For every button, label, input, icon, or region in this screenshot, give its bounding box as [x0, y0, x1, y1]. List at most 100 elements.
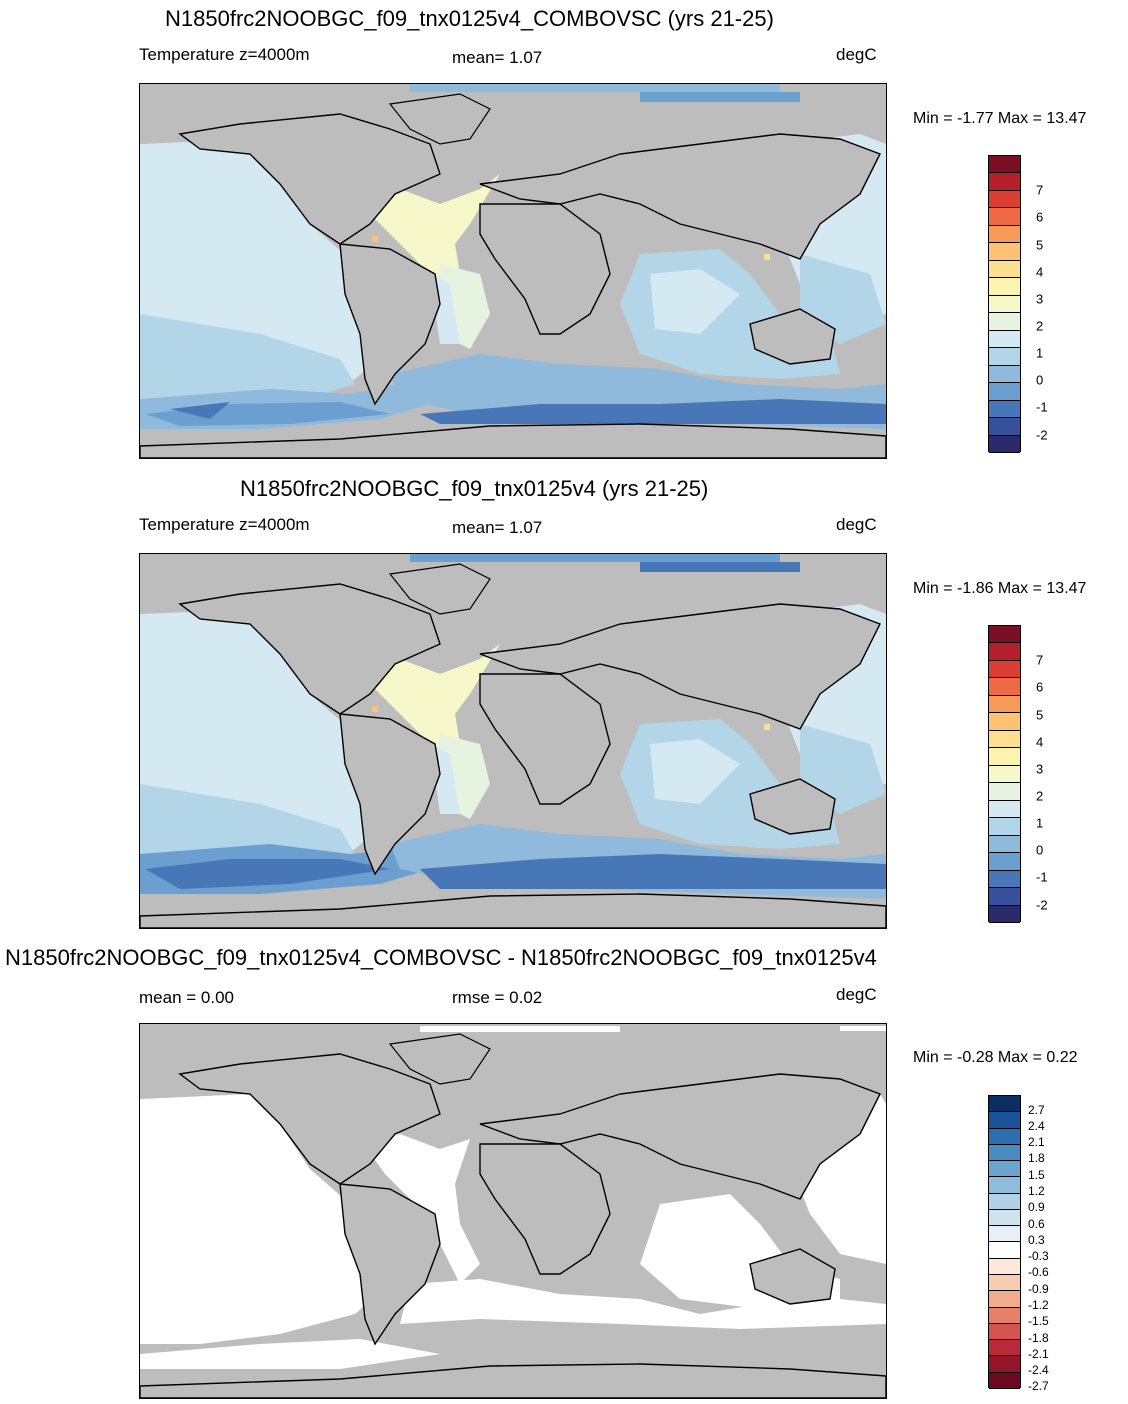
colorbar-tick-label: 2: [1036, 788, 1044, 804]
colorbar-tick-label: -1.8: [1028, 1330, 1049, 1345]
colorbar-tick-label: -0.6: [1028, 1265, 1049, 1280]
colorbar-tick-label: 1.8: [1028, 1151, 1045, 1166]
colorbar-tick-label: 2: [1036, 318, 1044, 334]
colorbar-swatch: [989, 713, 1020, 731]
colorbar-swatch: [989, 818, 1020, 836]
colorbar-swatch: [989, 418, 1020, 436]
colorbar-swatch: [989, 905, 1020, 923]
units-label: degC: [836, 515, 877, 534]
colorbar-tick-label: 4: [1036, 264, 1044, 280]
colorbar-tick-label: 1.5: [1028, 1167, 1045, 1182]
colorbar-swatch: [989, 643, 1020, 661]
colorbar-tick-label: 0.3: [1028, 1232, 1045, 1247]
colorbar-swatch: [989, 156, 1020, 174]
colorbar-swatch: [989, 278, 1020, 296]
colorbar-swatch: [989, 365, 1020, 384]
colorbar-tick-label: 7: [1036, 182, 1044, 198]
colorbar-tick-label: -1: [1036, 399, 1048, 415]
variable-label: Temperature z=4000m: [139, 515, 310, 534]
colorbar-swatch: [989, 1112, 1020, 1129]
colorbar-swatch: [989, 1177, 1020, 1194]
colorbar-swatch: [989, 888, 1020, 906]
colorbar-tick-label: 5: [1036, 707, 1044, 723]
world-map: [140, 1024, 886, 1398]
variable-label: Temperature z=4000m: [139, 45, 310, 64]
colorbar-swatch: [989, 313, 1020, 331]
panel-title: N1850frc2NOOBGC_f09_tnx0125v4_COMBOVSC (…: [165, 6, 774, 31]
colorbar-tick-label: 4: [1036, 734, 1044, 750]
colorbar-swatch: [989, 1161, 1020, 1178]
map-plot: [139, 83, 887, 459]
colorbar-tick-label: -2: [1036, 897, 1048, 913]
colorbar-tick-label: -0.9: [1028, 1281, 1049, 1296]
colorbar-swatch: [989, 400, 1020, 419]
rmse-label: rmse = 0.02: [452, 988, 543, 1007]
colorbar-tick-label: 6: [1036, 679, 1044, 695]
colorbar-swatch: [989, 853, 1020, 871]
colorbar-tick-label: 0: [1036, 842, 1044, 858]
colorbar-swatch: [989, 730, 1020, 749]
colorbar-tick-label: 1: [1036, 815, 1044, 831]
colorbar-swatch: [989, 678, 1020, 696]
colorbar-swatch: [989, 800, 1020, 819]
colorbar-swatches: [988, 1095, 1021, 1389]
colorbar-swatch: [989, 1226, 1020, 1243]
colorbar-swatch: [989, 1323, 1020, 1341]
colorbar-tick-label: -1.5: [1028, 1314, 1049, 1329]
colorbar-tick-label: 3: [1036, 291, 1044, 307]
units-label: degC: [836, 985, 877, 1004]
colorbar-swatch: [989, 348, 1020, 366]
mean-label: mean= 1.07: [452, 518, 543, 537]
map-plot: [139, 553, 887, 929]
colorbar-tick-label: -1: [1036, 869, 1048, 885]
colorbar-tick-label: 0: [1036, 372, 1044, 388]
colorbar-swatch: [989, 208, 1020, 226]
colorbar-swatch: [989, 765, 1020, 784]
colorbar-swatch: [989, 1372, 1020, 1389]
colorbar-swatch: [989, 383, 1020, 401]
colorbar-swatch: [989, 748, 1020, 766]
colorbar-swatch: [989, 330, 1020, 349]
colorbar-swatch: [989, 1128, 1020, 1145]
colorbar-tick-label: -1.2: [1028, 1297, 1049, 1312]
colorbar-tick-label: 1.2: [1028, 1184, 1045, 1199]
colorbar-swatch: [989, 173, 1020, 191]
colorbar-swatch: [989, 1242, 1020, 1259]
colorbar-tick-label: 1: [1036, 345, 1044, 361]
colorbar-tick-label: -0.3: [1028, 1249, 1049, 1264]
panel-title: N1850frc2NOOBGC_f09_tnx0125v4 (yrs 21-25…: [240, 476, 709, 501]
colorbar-swatch: [989, 783, 1020, 801]
colorbar-swatch: [989, 1144, 1020, 1162]
colorbar-swatch: [989, 225, 1020, 244]
colorbar-swatch: [989, 870, 1020, 889]
mean-label: mean= 1.07: [452, 48, 543, 67]
colorbar-tick-label: -2: [1036, 427, 1048, 443]
colorbar-swatch: [989, 695, 1020, 714]
colorbar-swatch: [989, 1096, 1020, 1113]
units-label: degC: [836, 45, 877, 64]
colorbar-tick-label: 7: [1036, 652, 1044, 668]
colorbar-tick-label: 5: [1036, 237, 1044, 253]
colorbar-tick-label: 3: [1036, 761, 1044, 777]
colorbar-swatch: [989, 1275, 1020, 1292]
min-max-label: Min = -1.77 Max = 13.47: [913, 110, 1087, 127]
colorbar-swatches: [988, 625, 1021, 923]
panel-title: N1850frc2NOOBGC_f09_tnx0125v4_COMBOVSC -…: [5, 945, 877, 970]
colorbar-tick-label: -2.7: [1028, 1379, 1049, 1394]
colorbar-swatch: [989, 1193, 1020, 1210]
colorbar-tick-label: 2.4: [1028, 1118, 1045, 1133]
colorbar-tick-label: 6: [1036, 209, 1044, 225]
colorbar-tick-label: 2.1: [1028, 1135, 1045, 1150]
colorbar-swatch: [989, 626, 1020, 644]
world-map: [140, 84, 886, 458]
colorbar-swatch: [989, 1340, 1020, 1357]
colorbar-swatch: [989, 1307, 1020, 1324]
colorbar-tick-label: 0.6: [1028, 1216, 1045, 1231]
min-max-label: Min = -0.28 Max = 0.22: [913, 1049, 1078, 1066]
min-max-label: Min = -1.86 Max = 13.47: [913, 580, 1087, 597]
world-map: [140, 554, 886, 928]
colorbar-tick-label: -2.4: [1028, 1363, 1049, 1378]
colorbar-swatch: [989, 295, 1020, 314]
colorbar-swatch: [989, 190, 1020, 209]
colorbar-tick-label: -2.1: [1028, 1346, 1049, 1361]
